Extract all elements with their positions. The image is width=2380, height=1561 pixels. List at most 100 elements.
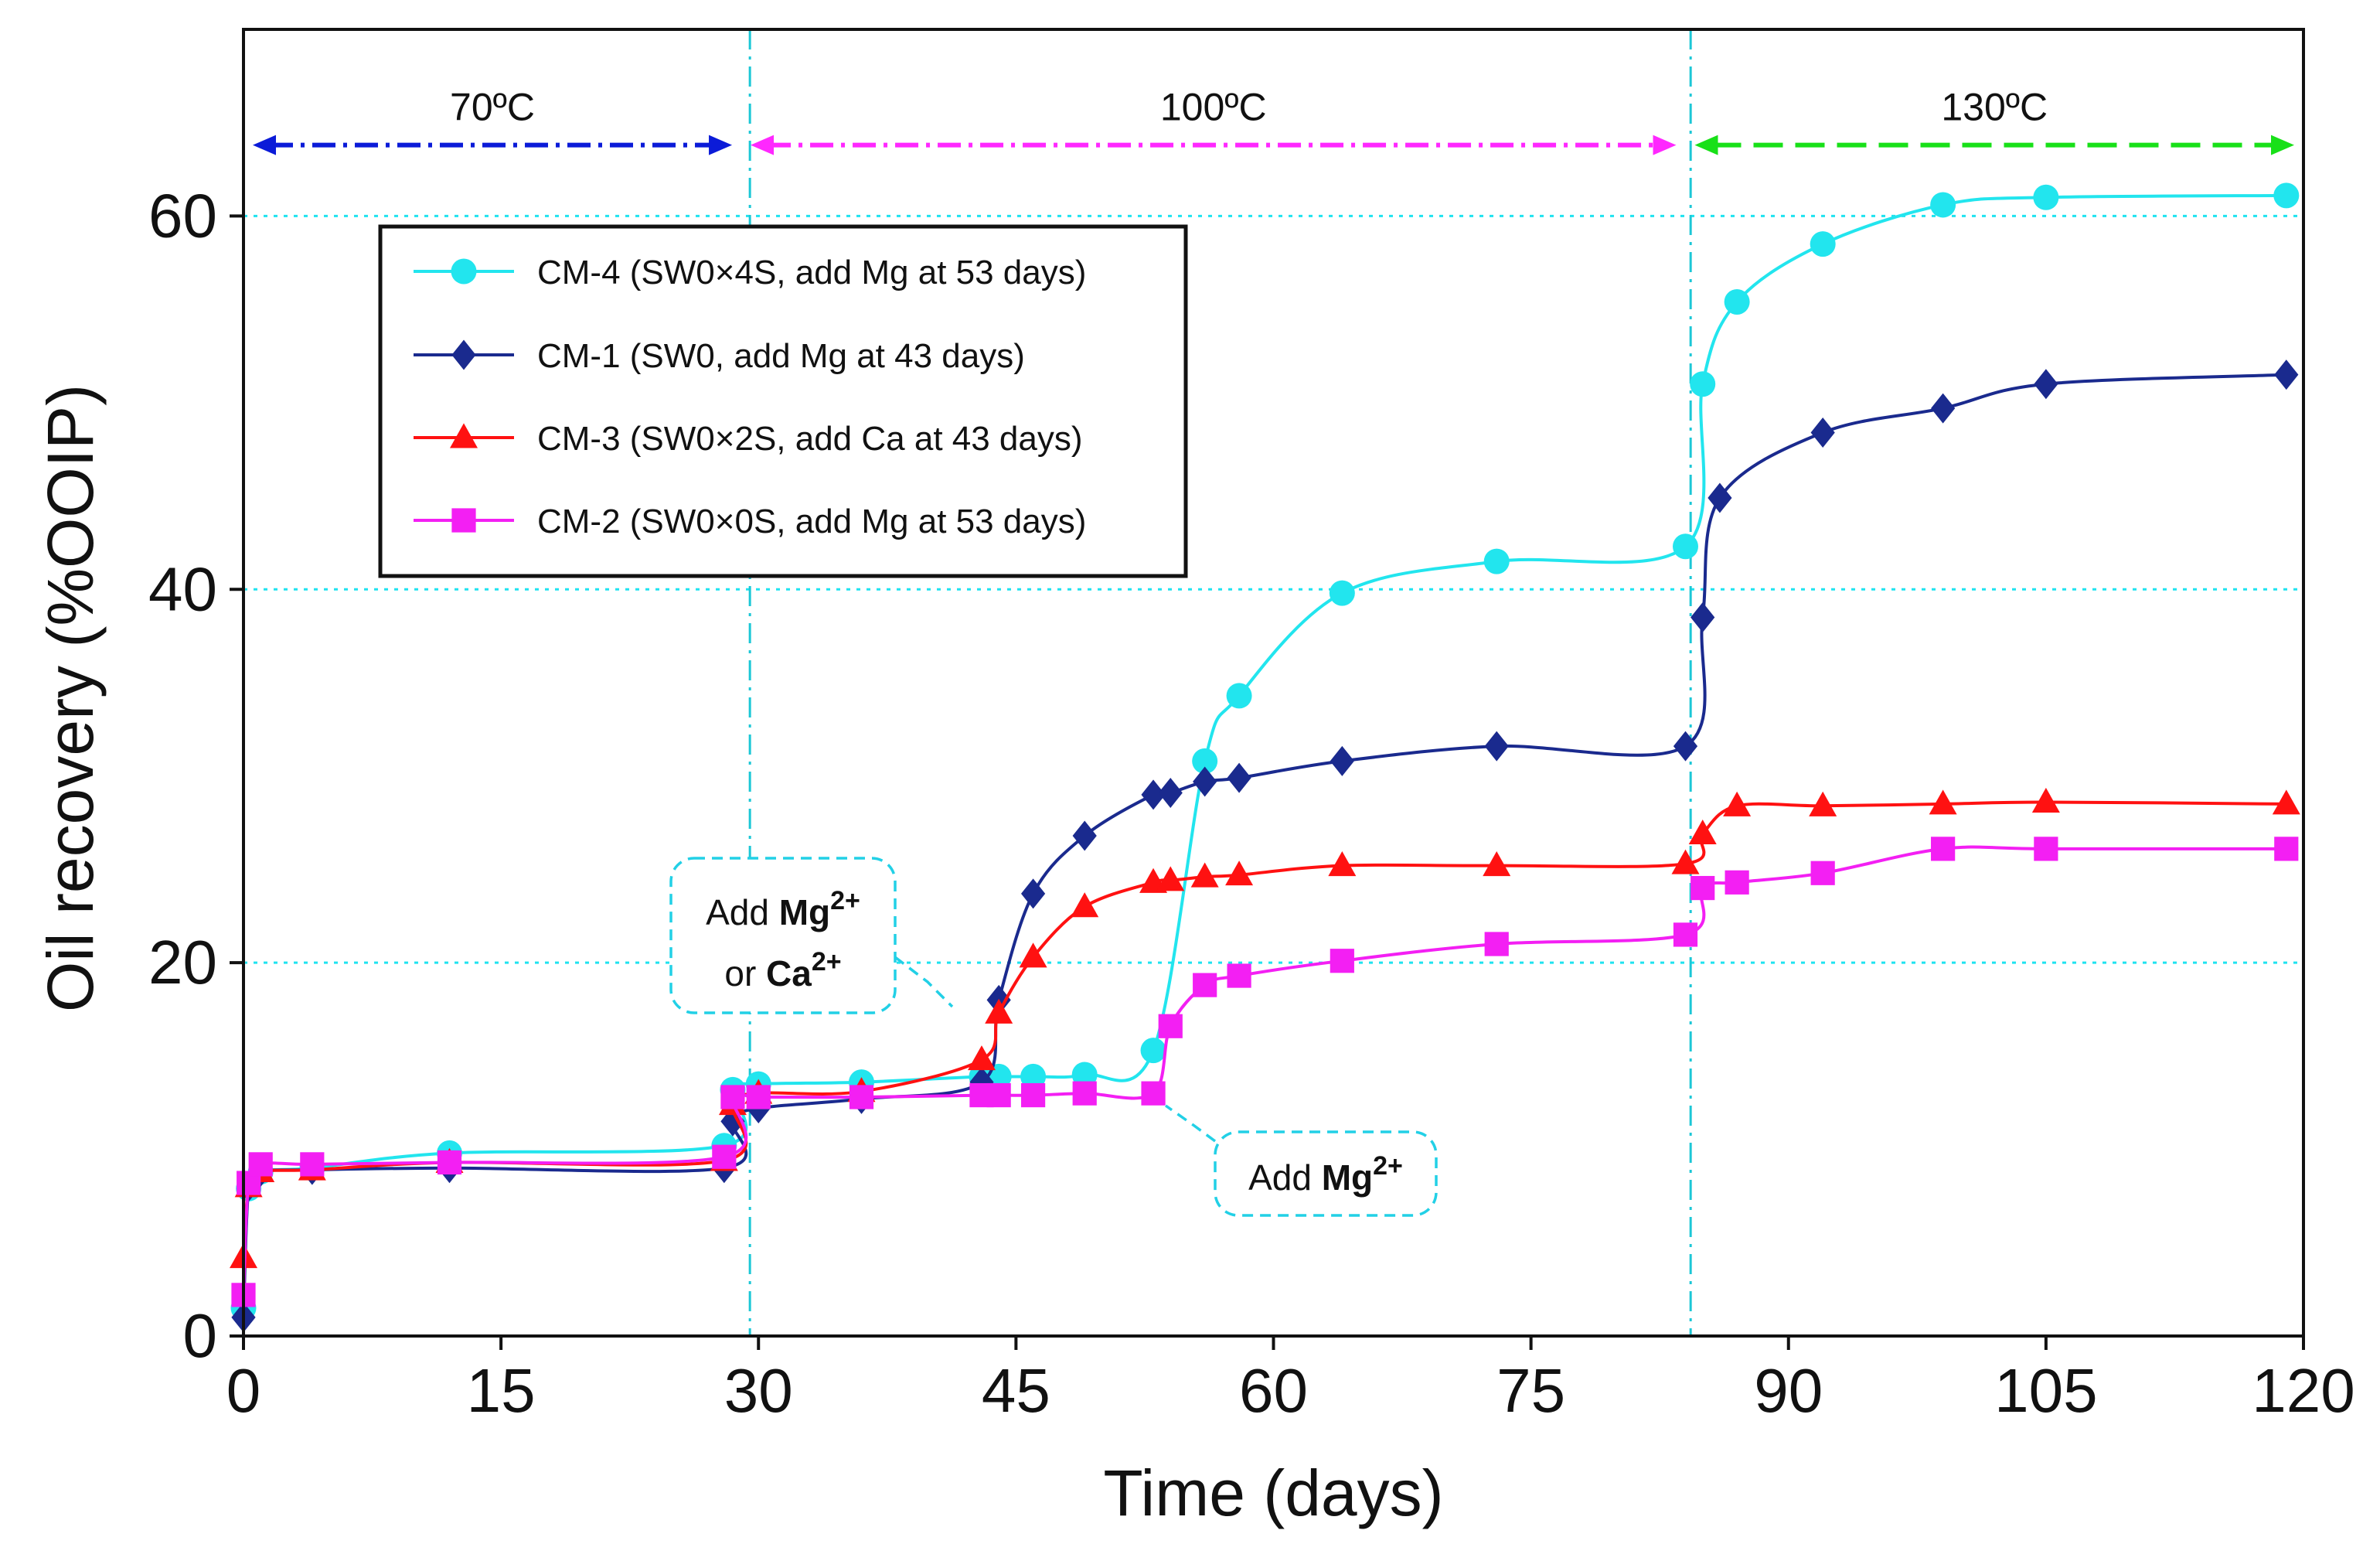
annotation-mg: Add Mg2+ — [1164, 1104, 1438, 1217]
data-point — [1330, 745, 1354, 776]
annotation-text: Add Mg2+ — [1248, 1151, 1403, 1198]
annotation-box — [669, 857, 897, 1014]
data-point — [300, 1152, 325, 1177]
data-point — [2274, 837, 2299, 861]
data-point — [1227, 963, 1251, 988]
data-point — [1931, 393, 1956, 424]
data-point — [1673, 922, 1698, 947]
annotation-text-plain: or — [724, 953, 766, 994]
series-line — [242, 845, 2286, 1295]
x-tick-label: 120 — [2252, 1356, 2354, 1425]
stage-label: 130ºC — [1941, 86, 2048, 129]
data-point — [1483, 851, 1511, 877]
stage-label: 100ºC — [1160, 86, 1267, 129]
data-point — [1673, 533, 1698, 560]
legend-box — [378, 224, 1188, 578]
data-point — [437, 1150, 462, 1175]
annotation-text-sup: 2+ — [830, 886, 860, 915]
x-tick-label: 0 — [226, 1356, 261, 1425]
legend: CM-4 (SW0×4S, add Mg at 53 days) CM-1 (SW… — [378, 224, 1188, 578]
x-tick-label: 30 — [724, 1356, 793, 1425]
annotation-text-bold: Ca — [766, 953, 812, 994]
x-tick-label: 90 — [1754, 1356, 1823, 1425]
data-point — [1071, 892, 1099, 918]
data-point — [986, 1082, 1011, 1108]
data-point — [1691, 875, 1715, 901]
data-point — [712, 1144, 737, 1169]
legend-marker — [451, 339, 476, 370]
x-tick-label: 105 — [1994, 1356, 2097, 1425]
data-point — [1810, 417, 1835, 448]
stage-arrowhead-right — [709, 135, 733, 155]
annotation-box — [1214, 1130, 1438, 1217]
legend-marker — [450, 423, 478, 448]
annotation-text-plain: Add — [1248, 1157, 1322, 1198]
data-point — [1020, 1063, 1047, 1089]
data-point — [2273, 182, 2300, 209]
x-axis-label: Time (days) — [1103, 1457, 1443, 1529]
data-point — [1225, 861, 1254, 886]
data-point — [1329, 580, 1355, 606]
series-line — [242, 373, 2286, 1317]
annotation-text-sup: 2+ — [1373, 1151, 1403, 1181]
data-point — [1156, 866, 1185, 891]
data-point — [1071, 1062, 1098, 1088]
data-point — [1227, 762, 1251, 793]
legend-item-diamond: CM-1 (SW0, add Mg at 43 days) — [414, 337, 1025, 375]
data-point — [1072, 1081, 1097, 1106]
data-point — [1192, 748, 1218, 774]
data-point — [1483, 548, 1510, 574]
data-point — [1484, 932, 1509, 956]
data-point — [2034, 837, 2058, 861]
x-tick-label: 60 — [1239, 1356, 1308, 1425]
x-tick-label: 75 — [1496, 1356, 1565, 1425]
data-point — [2034, 369, 2058, 400]
legend-label: CM-2 (SW0×0S, add Mg at 53 days) — [537, 503, 1086, 540]
annotations: Add Mg2+or Ca2+Add Mg2+ — [669, 857, 1438, 1217]
data-point — [1193, 973, 1217, 997]
data-point — [1141, 1081, 1166, 1106]
data-point — [1140, 1038, 1166, 1064]
data-point — [720, 1085, 745, 1109]
data-point — [1020, 1082, 1046, 1108]
annotation-text-bold: Mg — [779, 892, 830, 932]
legend-label: CM-1 (SW0, add Mg at 43 days) — [537, 337, 1025, 375]
series-line — [242, 193, 2286, 1308]
data-point — [1691, 602, 1715, 632]
legend-item-square: CM-2 (SW0×0S, add Mg at 53 days) — [414, 503, 1086, 540]
legend-item-triangle: CM-3 (SW0×2S, add Ca at 43 days) — [414, 420, 1083, 458]
data-point — [1810, 861, 1835, 885]
data-point — [849, 1085, 874, 1109]
legend-label: CM-3 (SW0×2S, add Ca at 43 days) — [537, 420, 1083, 458]
data-point — [1020, 878, 1046, 909]
y-tick-label: 60 — [148, 181, 217, 250]
data-point — [2272, 789, 2300, 815]
stage-label: 70ºC — [450, 86, 535, 129]
data-point — [2274, 360, 2299, 390]
data-point — [1226, 683, 1252, 709]
x-tick-label: 45 — [982, 1356, 1050, 1425]
stage-arrowhead-right — [1653, 135, 1677, 155]
data-point — [1673, 731, 1698, 762]
data-point — [1725, 870, 1749, 895]
series-layer — [230, 182, 2300, 1333]
annotation-text: or Ca2+ — [724, 947, 841, 994]
data-point — [1723, 791, 1752, 816]
data-point — [1484, 731, 1509, 762]
annotation-text-plain: Add — [706, 892, 779, 932]
grid-lines — [243, 214, 2303, 964]
data-point — [248, 1152, 273, 1177]
legend-marker — [451, 508, 476, 533]
data-point — [1929, 789, 1957, 815]
data-point — [1690, 371, 1716, 397]
data-point — [967, 1045, 996, 1071]
y-tick-label: 20 — [148, 928, 217, 997]
y-tick-label: 0 — [183, 1301, 218, 1370]
data-point — [1810, 231, 1836, 257]
data-point — [2033, 184, 2059, 210]
data-point — [1671, 849, 1700, 874]
data-point — [1193, 766, 1217, 797]
annotation-mg-or-ca: Add Mg2+ or Ca2+ — [669, 857, 954, 1014]
data-point — [1328, 851, 1357, 877]
